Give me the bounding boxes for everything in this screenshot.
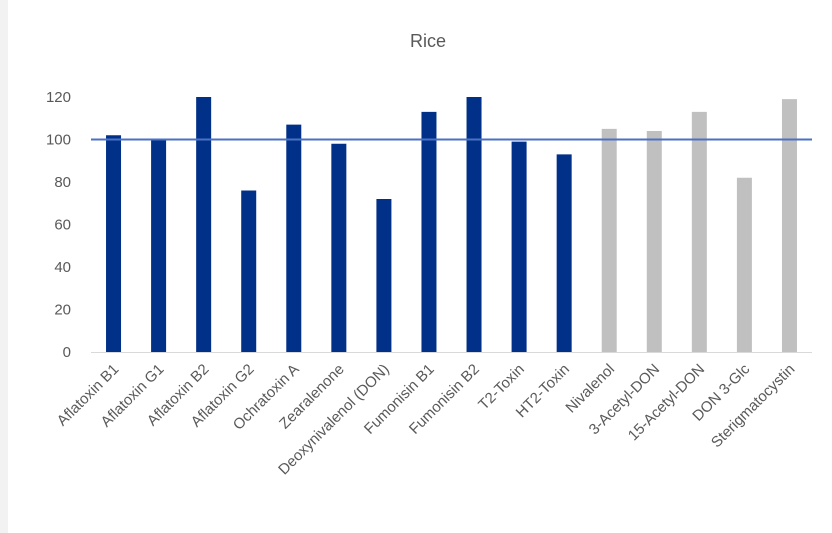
bar xyxy=(736,177,752,352)
y-tick-label: 100 xyxy=(46,132,71,149)
bar xyxy=(466,97,482,352)
bar xyxy=(106,135,122,352)
y-axis-ticks: 0 20 40 60 80 100 120 xyxy=(46,89,71,361)
bar xyxy=(286,124,302,352)
y-tick-label: 80 xyxy=(54,174,71,191)
bars xyxy=(106,97,797,352)
bar xyxy=(601,128,617,352)
bar xyxy=(511,141,527,352)
bar xyxy=(421,111,437,352)
y-tick-label: 40 xyxy=(54,259,71,276)
x-category-label: Sterigmatocystin xyxy=(708,361,798,451)
bar xyxy=(151,139,167,352)
bar xyxy=(196,97,212,352)
bar xyxy=(241,190,257,352)
y-tick-label: 20 xyxy=(54,302,71,319)
y-tick-label: 120 xyxy=(46,89,71,106)
bar xyxy=(331,143,347,352)
bar xyxy=(646,131,662,352)
bar xyxy=(376,199,392,352)
y-tick-label: 0 xyxy=(63,344,71,361)
bar xyxy=(691,111,707,352)
bar xyxy=(781,99,797,352)
bar xyxy=(556,154,572,352)
y-tick-label: 60 xyxy=(54,217,71,234)
chart-title: Rice xyxy=(410,31,446,51)
